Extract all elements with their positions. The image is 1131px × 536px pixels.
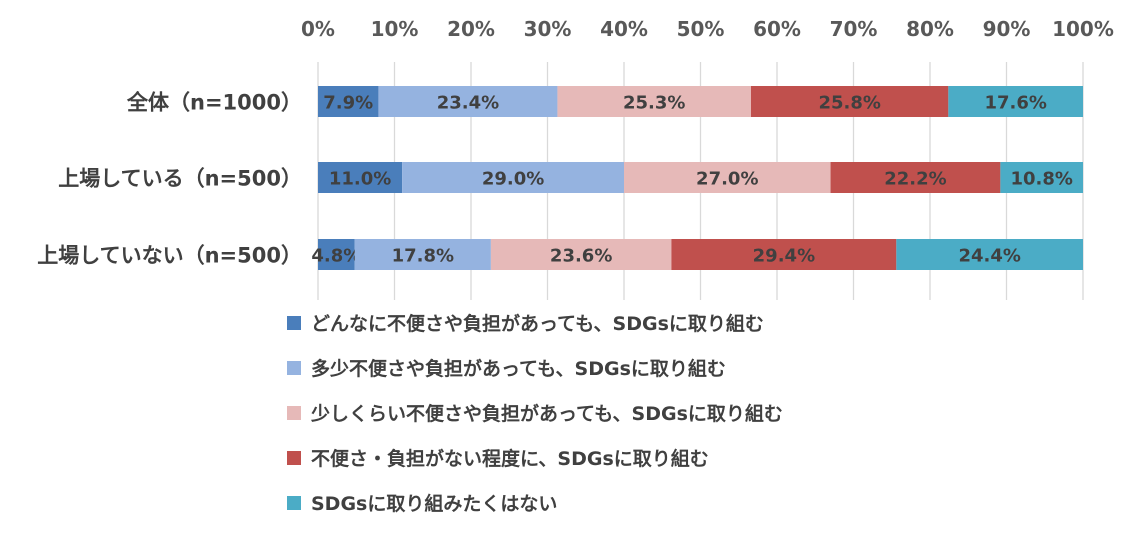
- data-label: 23.4%: [437, 93, 499, 114]
- bar-segment: [1000, 162, 1083, 193]
- category-label: 全体（n=1000）: [126, 91, 302, 115]
- legend-label: SDGsに取り組みたくはない: [311, 492, 557, 515]
- bar-segment: [378, 86, 558, 117]
- x-axis-ticks: 0% 10% 20% 30% 40% 50% 60% 70% 80% 90% 100%: [301, 17, 1114, 41]
- legend-label: どんなに不便さや負担があっても、SDGsに取り組む: [311, 312, 764, 335]
- category-label: 上場していない（n=500）: [37, 244, 302, 268]
- legend-swatch: [287, 316, 301, 330]
- bar-segment: [402, 162, 624, 193]
- legend-label: 少しくらい不便さや負担があっても、SDGsに取り組む: [310, 402, 783, 425]
- x-tick-label: 100%: [1052, 17, 1114, 41]
- legend-label: 不便さ・負担がない程度に、SDGsに取り組む: [311, 447, 709, 470]
- category-label: 上場している（n=500）: [58, 167, 302, 191]
- bar-segment: [354, 239, 491, 270]
- x-tick-label: 90%: [983, 17, 1031, 41]
- bar-segment: [557, 86, 751, 117]
- x-tick-label: 10%: [371, 17, 419, 41]
- data-label: 25.8%: [818, 93, 880, 114]
- bar-segment: [671, 239, 897, 270]
- legend-swatch: [287, 406, 301, 420]
- x-tick-label: 30%: [524, 17, 572, 41]
- data-label: 7.9%: [323, 93, 373, 114]
- x-tick-label: 60%: [753, 17, 801, 41]
- bar-segment: [318, 162, 403, 193]
- bars: 7.9% 23.4% 25.3% 25.8% 17.6% 11.0% 29.0% 27.0% 2…: [311, 86, 1083, 270]
- bar-segment: [896, 239, 1083, 270]
- bar-segment: [318, 86, 379, 117]
- data-label: 11.0%: [329, 169, 391, 190]
- x-tick-label: 80%: [906, 17, 954, 41]
- data-label: 17.8%: [392, 246, 454, 267]
- bar-segment: [318, 239, 355, 270]
- bar-segment: [624, 162, 831, 193]
- data-label: 10.8%: [1010, 169, 1072, 190]
- data-label: 29.0%: [482, 169, 544, 190]
- legend-swatch: [287, 451, 301, 465]
- x-tick-label: 40%: [600, 17, 648, 41]
- x-tick-label: 20%: [447, 17, 495, 41]
- data-label: 27.0%: [696, 169, 758, 190]
- data-label: 17.6%: [984, 93, 1046, 114]
- x-tick-label: 50%: [677, 17, 725, 41]
- bar-segment: [948, 86, 1083, 117]
- legend: どんなに不便さや負担があっても、SDGsに取り組む多少不便さや負担があっても、S…: [287, 312, 783, 515]
- data-label: 23.6%: [550, 246, 612, 267]
- x-tick-label: 70%: [830, 17, 878, 41]
- x-tick-label: 0%: [301, 17, 335, 41]
- legend-label: 多少不便さや負担があっても、SDGsに取り組む: [311, 357, 726, 380]
- data-label: 24.4%: [958, 246, 1020, 267]
- category-labels: 全体（n=1000） 上場している（n=500） 上場していない（n=500）: [37, 91, 302, 268]
- data-label: 4.8%: [311, 246, 361, 267]
- legend-swatch: [287, 361, 301, 375]
- data-label: 29.4%: [753, 246, 815, 267]
- bar-segment: [490, 239, 672, 270]
- data-label: 22.2%: [884, 169, 946, 190]
- bar-segment: [750, 86, 949, 117]
- bar-segment: [830, 162, 1001, 193]
- data-label: 25.3%: [623, 93, 685, 114]
- legend-swatch: [287, 496, 301, 510]
